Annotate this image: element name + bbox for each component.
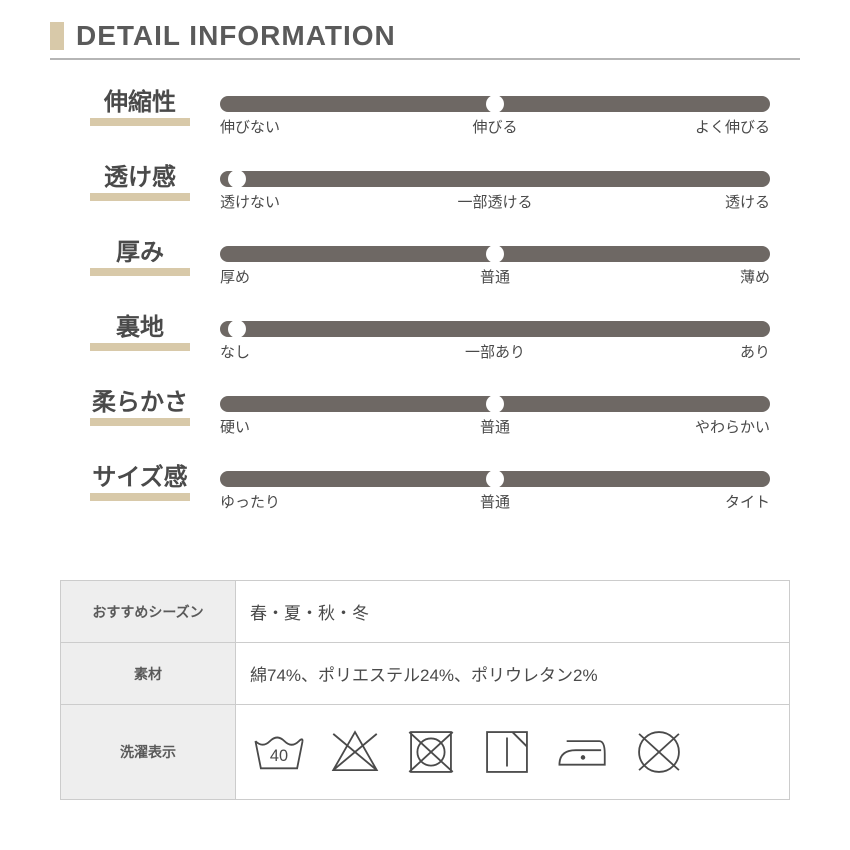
scale-min: 伸びない [220,116,403,137]
slider-label: 柔らかさ [80,390,200,416]
svg-text:40: 40 [270,747,288,765]
info-key: おすすめシーズン [61,581,236,642]
slider-body: ゆったり 普通 タイト [220,465,770,512]
slider-knob [228,320,246,338]
slider-body: 透けない 一部透ける 透ける [220,165,770,212]
slider-scale-labels: 伸びない 伸びる よく伸びる [220,116,770,137]
info-value: 春・夏・秋・冬 [250,599,369,624]
slider-knob [486,470,504,488]
slider-row: サイズ感 ゆったり 普通 タイト [80,465,770,512]
scale-max: 透ける [587,191,770,212]
info-key: 素材 [61,643,236,704]
slider-scale-labels: ゆったり 普通 タイト [220,491,770,512]
slider-underline [90,493,190,501]
slider-body: 硬い 普通 やわらかい [220,390,770,437]
slider-underline [90,193,190,201]
slider-scale-labels: なし 一部あり あり [220,341,770,362]
slider-knob [228,170,246,188]
header-accent-bar [50,22,64,50]
slider-row: 柔らかさ 硬い 普通 やわらかい [80,390,770,437]
scale-max: あり [587,341,770,362]
scale-min: 透けない [220,191,403,212]
slider-track [220,171,770,187]
care-icons: 40 [250,723,688,781]
slider-track-wrap [220,171,770,187]
slider-track-wrap [220,246,770,262]
slider-underline [90,418,190,426]
slider-label-wrap: 柔らかさ [80,390,200,426]
info-row: 洗濯表示 40 [61,705,789,799]
slider-label-wrap: 伸縮性 [80,90,200,126]
scale-min: ゆったり [220,491,403,512]
wash-40-icon: 40 [250,723,308,781]
slider-label-wrap: 裏地 [80,315,200,351]
scale-mid: 普通 [403,416,586,437]
scale-max: よく伸びる [587,116,770,137]
info-row: 素材 綿74%、ポリエステル24%、ポリウレタン2% [61,643,789,705]
info-val-cell: 40 [236,705,789,799]
scale-mid: 一部透ける [403,191,586,212]
slider-scale-labels: 厚め 普通 薄め [220,266,770,287]
info-val-cell: 綿74%、ポリエステル24%、ポリウレタン2% [236,643,789,704]
slider-body: なし 一部あり あり [220,315,770,362]
slider-scale-labels: 硬い 普通 やわらかい [220,416,770,437]
slider-label: 裏地 [80,315,200,341]
section-header: DETAIL INFORMATION [50,20,800,60]
slider-knob [486,245,504,263]
slider-track-wrap [220,471,770,487]
slider-track [220,321,770,337]
slider-underline [90,268,190,276]
scale-min: なし [220,341,403,362]
info-value: 綿74%、ポリエステル24%、ポリウレタン2% [250,661,598,686]
slider-body: 伸びない 伸びる よく伸びる [220,90,770,137]
slider-row: 伸縮性 伸びない 伸びる よく伸びる [80,90,770,137]
info-key: 洗濯表示 [61,705,236,799]
slider-row: 透け感 透けない 一部透ける 透ける [80,165,770,212]
scale-min: 硬い [220,416,403,437]
scale-max: 薄め [587,266,770,287]
slider-row: 裏地 なし 一部あり あり [80,315,770,362]
slider-track-wrap [220,321,770,337]
slider-underline [90,118,190,126]
info-table: おすすめシーズン 春・夏・秋・冬 素材 綿74%、ポリエステル24%、ポリウレタ… [60,580,790,800]
slider-knob [486,95,504,113]
scale-mid: 一部あり [403,341,586,362]
slider-label-wrap: 透け感 [80,165,200,201]
slider-underline [90,343,190,351]
scale-mid: 普通 [403,266,586,287]
slider-label: 厚み [80,240,200,266]
slider-knob [486,395,504,413]
scale-mid: 普通 [403,491,586,512]
slider-label: サイズ感 [80,465,200,491]
slider-label-wrap: サイズ感 [80,465,200,501]
no-bleach-icon [326,723,384,781]
slider-row: 厚み 厚め 普通 薄め [80,240,770,287]
no-dryclean-icon [630,723,688,781]
slider-label: 透け感 [80,165,200,191]
slider-track-wrap [220,96,770,112]
slider-body: 厚め 普通 薄め [220,240,770,287]
no-tumble-dry-icon [402,723,460,781]
info-val-cell: 春・夏・秋・冬 [236,581,789,642]
slider-list: 伸縮性 伸びない 伸びる よく伸びる 透け感 透けない [50,90,800,580]
scale-min: 厚め [220,266,403,287]
scale-max: タイト [587,491,770,512]
slider-label-wrap: 厚み [80,240,200,276]
header-title: DETAIL INFORMATION [76,20,396,52]
slider-scale-labels: 透けない 一部透ける 透ける [220,191,770,212]
info-row: おすすめシーズン 春・夏・秋・冬 [61,581,789,643]
dry-flat-shade-icon [478,723,536,781]
iron-low-icon [554,723,612,781]
slider-label: 伸縮性 [80,90,200,116]
scale-mid: 伸びる [403,116,586,137]
scale-max: やわらかい [587,416,770,437]
slider-track-wrap [220,396,770,412]
